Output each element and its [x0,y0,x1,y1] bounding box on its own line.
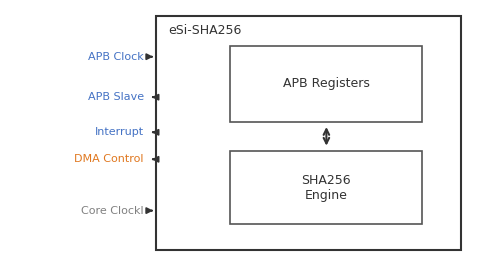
Text: eSi-SHA256: eSi-SHA256 [168,24,241,37]
Bar [156,16,461,250]
Text: DMA Control: DMA Control [74,154,144,164]
Text: APB Clock: APB Clock [88,52,144,62]
Text: Core Clockl: Core Clockl [82,205,144,216]
Text: SHA256
Engine: SHA256 Engine [301,174,351,202]
Bar [230,151,422,224]
Text: Interrupt: Interrupt [95,127,144,137]
Bar [230,46,422,122]
Text: APB Slave: APB Slave [88,92,144,102]
Text: APB Registers: APB Registers [283,77,370,90]
